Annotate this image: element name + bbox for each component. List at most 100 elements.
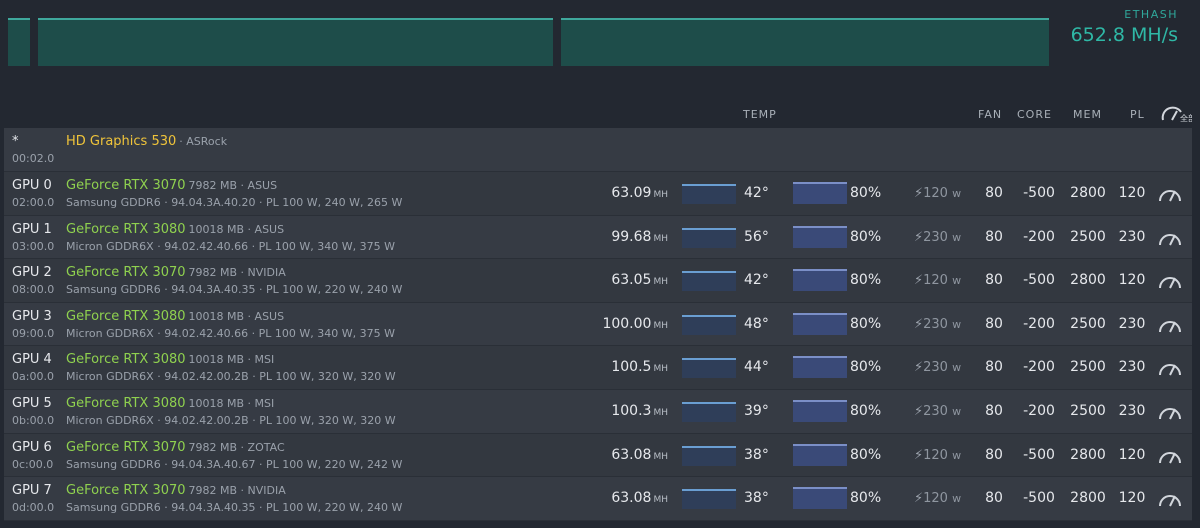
gpu-row[interactable]: GPU 5 0b:00.0 GeForce RTX 3080 10018 MB ·…: [4, 389, 1192, 434]
gpu-power: ⚡230 w: [914, 317, 961, 332]
gpu-bus: 0b:00.0: [12, 413, 55, 427]
gpu-details: Samsung GDDR6 · 94.04.3A.40.67 · PL 100 …: [66, 457, 403, 471]
gpu-id: GPU 7: [12, 483, 52, 499]
overclock-gauge-icon[interactable]: [1158, 315, 1182, 335]
gauge-all-label: 全部: [1180, 113, 1192, 123]
gpu-hashrate-value: 99.68: [611, 228, 652, 245]
bolt-icon: ⚡: [914, 447, 924, 463]
gpu-power: ⚡120 w: [914, 491, 961, 506]
gpu-power-unit: w: [952, 361, 962, 375]
gpu-power-value: 120: [923, 186, 948, 201]
hashrate-chart-segment: [8, 18, 30, 66]
gpu-name: GeForce RTX 3070 7982 MB · ZOTAC: [66, 440, 285, 455]
temp-sparkline: [682, 184, 736, 204]
gpu-memory: 7982 MB · ZOTAC: [188, 440, 285, 454]
gpu-hashrate: 100.00 MH: [602, 316, 668, 332]
gpu-power: ⚡120 w: [914, 186, 961, 201]
oc-pl: 230: [1118, 228, 1146, 245]
gpu-fan-percent: 80%: [850, 490, 882, 507]
gpu-memory: 10018 MB · MSI: [188, 353, 275, 367]
gpu-row[interactable]: GPU 2 08:00.0 GeForce RTX 3070 7982 MB · …: [4, 259, 1192, 303]
gpu-memory: 10018 MB · MSI: [188, 396, 275, 410]
fan-bar: [793, 182, 847, 204]
gpu-power: ⚡120 w: [914, 273, 961, 288]
gpu-row[interactable]: GPU 7 0d:00.0 GeForce RTX 3070 7982 MB · …: [4, 477, 1192, 521]
gpu-id: GPU 1: [12, 221, 52, 237]
gpu-details: Micron GDDR6X · 94.02.42.00.2B · PL 100 …: [66, 413, 396, 427]
gpu-id: GPU 2: [12, 265, 52, 281]
gpu-memory: 7982 MB · NVIDIA: [188, 484, 286, 498]
gpu-power-unit: w: [952, 448, 962, 462]
gpu-power-unit: w: [952, 317, 962, 331]
overclock-gauge-icon[interactable]: [1158, 402, 1182, 422]
gpu-fan-percent: 80%: [850, 359, 882, 376]
gpu-temp: 56°: [744, 228, 769, 245]
gpu-name: GeForce RTX 3070 7982 MB · ASUS: [66, 178, 277, 193]
overclock-gauge-icon[interactable]: [1158, 271, 1182, 291]
gpu-name: GeForce RTX 3080 10018 MB · ASUS: [66, 222, 284, 237]
gpu-row[interactable]: GPU 4 0a:00.0 GeForce RTX 3080 10018 MB ·…: [4, 346, 1192, 390]
gpu-bus: 03:00.0: [12, 239, 55, 253]
oc-core: -500: [1023, 446, 1055, 463]
gpu-hashrate: 99.68 MH: [611, 229, 668, 245]
gpu-fan-percent: 80%: [850, 228, 882, 245]
overclock-gauge-icon[interactable]: [1158, 184, 1182, 204]
gpu-hashrate-unit: MH: [653, 407, 668, 418]
temp-sparkline: [682, 358, 736, 379]
oc-fan: 80: [985, 228, 1003, 245]
gpu-hashrate: 100.5 MH: [611, 359, 668, 375]
hashrate-chart-segment: [561, 18, 1049, 66]
header-pl: PL: [1130, 108, 1145, 121]
overclock-gauge-icon[interactable]: [1158, 446, 1182, 466]
header-core: CORE: [1017, 108, 1052, 121]
gpu-id: GPU 3: [12, 308, 52, 324]
fan-bar: [793, 356, 847, 379]
gpu-hashrate-value: 63.08: [611, 490, 652, 507]
oc-mem: 2800: [1070, 185, 1106, 201]
gpu-name: GeForce RTX 3070 7982 MB · NVIDIA: [66, 483, 286, 498]
gpu-row[interactable]: GPU 1 03:00.0 GeForce RTX 3080 10018 MB ·…: [4, 215, 1192, 260]
gpu-power-value: 230: [923, 403, 948, 419]
oc-pl: 120: [1118, 272, 1146, 289]
oc-fan: 80: [985, 185, 1003, 201]
igpu-model: HD Graphics 530: [66, 134, 177, 149]
igpu-bus: 00:02.0: [12, 152, 55, 165]
gpu-hashrate: 63.09 MH: [611, 185, 668, 201]
oc-mem: 2500: [1070, 315, 1106, 332]
gpu-details: Samsung GDDR6 · 94.04.3A.40.35 · PL 100 …: [66, 501, 403, 515]
gpu-temp: 42°: [744, 272, 769, 289]
oc-pl: 230: [1118, 402, 1146, 419]
oc-core: -500: [1023, 490, 1055, 507]
oc-fan: 80: [985, 359, 1003, 376]
igpu-row[interactable]: * 00:02.0 HD Graphics 530 · ASRock: [4, 128, 1192, 172]
gpu-power: ⚡230 w: [914, 404, 961, 419]
gpu-bus: 02:00.0: [12, 196, 55, 209]
gpu-id: GPU 6: [12, 439, 52, 455]
gpu-hashrate-value: 63.05: [611, 272, 652, 289]
bolt-icon: ⚡: [914, 229, 924, 245]
gpu-temp: 38°: [744, 490, 769, 507]
igpu-name: HD Graphics 530 · ASRock: [66, 134, 227, 149]
overclock-all-gauge-icon[interactable]: 全部: [1160, 103, 1192, 123]
bolt-icon: ⚡: [914, 186, 924, 201]
gpu-hashrate-unit: MH: [653, 233, 668, 244]
overclock-gauge-icon[interactable]: [1158, 228, 1182, 248]
overclock-gauge-icon[interactable]: [1158, 358, 1182, 378]
oc-mem: 2500: [1070, 359, 1106, 376]
fan-bar: [793, 487, 847, 510]
fan-bar: [793, 312, 847, 335]
header-mem: MEM: [1073, 108, 1102, 121]
gpu-row[interactable]: GPU 0 02:00.0 GeForce RTX 3070 7982 MB · …: [4, 172, 1192, 216]
gpu-model: GeForce RTX 3070: [66, 439, 186, 455]
overclock-gauge-icon[interactable]: [1158, 489, 1182, 509]
temp-sparkline: [682, 227, 736, 248]
algorithm-label: ETHASH: [1124, 8, 1178, 21]
oc-pl: 230: [1118, 359, 1146, 376]
gpu-temp: 38°: [744, 446, 769, 463]
gpu-bus: 08:00.0: [12, 283, 55, 297]
gpu-row[interactable]: GPU 6 0c:00.0 GeForce RTX 3070 7982 MB · …: [4, 433, 1192, 478]
fan-bar: [793, 443, 847, 466]
oc-pl: 230: [1118, 315, 1146, 332]
gpu-row[interactable]: GPU 3 09:00.0 GeForce RTX 3080 10018 MB ·…: [4, 302, 1192, 347]
oc-mem: 2800: [1070, 490, 1106, 507]
